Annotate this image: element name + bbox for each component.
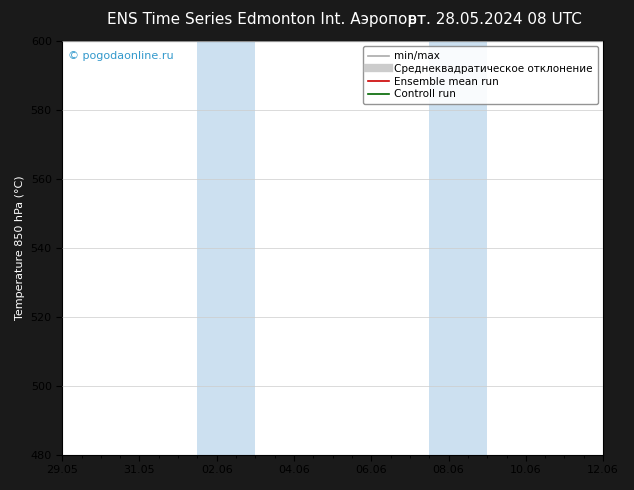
Text: ENS Time Series Edmonton Int. Аэропорт: ENS Time Series Edmonton Int. Аэропорт <box>107 12 426 27</box>
Legend: min/max, Среднеквадратическое отклонение, Ensemble mean run, Controll run: min/max, Среднеквадратическое отклонение… <box>363 46 598 104</box>
Bar <box>429 41 487 455</box>
Bar <box>197 41 256 455</box>
Text: © pogodaonline.ru: © pogodaonline.ru <box>68 51 173 61</box>
Text: вт. 28.05.2024 08 UTC: вт. 28.05.2024 08 UTC <box>408 12 581 27</box>
Y-axis label: Temperature 850 hPa (°C): Temperature 850 hPa (°C) <box>15 175 25 320</box>
